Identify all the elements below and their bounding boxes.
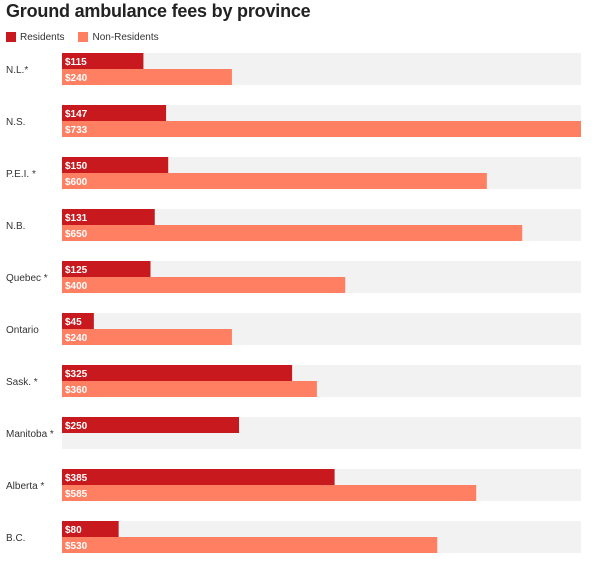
bar-residents-manitoba xyxy=(62,417,240,433)
category-label-n-b: N.B. xyxy=(6,221,25,232)
category-label-n-l: N.L.* xyxy=(6,65,28,76)
bar-residents-alberta xyxy=(62,469,335,485)
data-label-residents-b-c: $80 xyxy=(65,525,82,536)
data-label-residents-n-s: $147 xyxy=(65,109,88,120)
data-label-non-residents-n-s: $733 xyxy=(65,125,88,136)
legend-item-residents: Residents xyxy=(6,32,64,43)
data-label-residents-ontario: $45 xyxy=(65,317,82,328)
bar-residents-sask xyxy=(62,365,293,381)
bar-residents-n-s xyxy=(62,105,167,121)
data-label-residents-quebec: $125 xyxy=(65,265,88,276)
data-label-non-residents-alberta: $585 xyxy=(65,489,88,500)
legend-label-residents: Residents xyxy=(20,31,65,43)
bar-non-residents-ontario xyxy=(62,329,232,345)
bar-non-residents-sask xyxy=(62,381,317,397)
category-label-ontario: Ontario xyxy=(6,325,39,336)
bar-residents-p-e-i xyxy=(62,157,169,173)
category-label-b-c: B.C. xyxy=(6,533,25,544)
bar-residents-n-b xyxy=(62,209,155,225)
data-label-non-residents-ontario: $240 xyxy=(65,333,88,344)
bar-non-residents-n-s xyxy=(62,121,581,137)
bar-non-residents-b-c xyxy=(62,537,438,553)
data-label-non-residents-quebec: $400 xyxy=(65,281,88,292)
bar-residents-n-l xyxy=(62,53,144,69)
chart-title: Ground ambulance fees by province xyxy=(6,1,311,21)
bar-residents-ontario xyxy=(62,313,94,329)
category-label-quebec: Quebec * xyxy=(6,273,48,284)
legend-swatch-non-residents xyxy=(78,32,89,42)
data-label-residents-n-b: $131 xyxy=(65,213,88,224)
data-label-residents-alberta: $385 xyxy=(65,473,88,484)
data-label-residents-sask: $325 xyxy=(65,369,88,380)
bar-non-residents-alberta xyxy=(62,485,477,501)
data-label-non-residents-n-b: $650 xyxy=(65,229,88,240)
data-label-residents-p-e-i: $150 xyxy=(65,161,88,172)
data-label-residents-n-l: $115 xyxy=(65,57,87,68)
category-label-alberta: Alberta * xyxy=(6,481,44,492)
data-label-non-residents-b-c: $530 xyxy=(65,541,88,552)
legend: Residents Non-Residents xyxy=(6,31,173,43)
bar-non-residents-n-l xyxy=(62,69,232,85)
category-label-sask: Sask. * xyxy=(6,377,38,388)
category-label-n-s: N.S. xyxy=(6,117,25,128)
bar-non-residents-quebec xyxy=(62,277,346,293)
legend-label-non-residents: Non-Residents xyxy=(92,31,159,43)
category-label-p-e-i: P.E.I. * xyxy=(6,169,36,180)
legend-swatch-residents xyxy=(6,32,16,42)
category-label-manitoba: Manitoba * xyxy=(6,429,54,440)
bar-non-residents-p-e-i xyxy=(62,173,487,189)
data-label-non-residents-sask: $360 xyxy=(65,385,88,396)
legend-item-non-residents: Non-Residents xyxy=(78,31,159,43)
bar-residents-quebec xyxy=(62,261,151,277)
bar-non-residents-n-b xyxy=(62,225,523,241)
bar-residents-b-c xyxy=(62,521,119,537)
data-label-residents-manitoba: $250 xyxy=(65,421,88,432)
data-label-non-residents-p-e-i: $600 xyxy=(65,177,88,188)
data-label-non-residents-n-l: $240 xyxy=(65,73,88,84)
